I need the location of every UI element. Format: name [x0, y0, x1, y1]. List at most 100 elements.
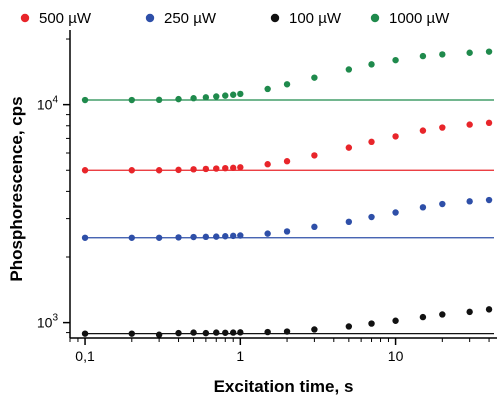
data-point — [419, 313, 427, 321]
data-point — [345, 323, 353, 330]
data-point — [237, 329, 244, 336]
data-point — [466, 198, 473, 205]
data-point — [213, 233, 220, 240]
data-point — [202, 94, 210, 101]
data-point — [485, 48, 493, 55]
data-point — [485, 306, 493, 313]
data-point — [392, 317, 399, 324]
legend-label: 1000 µW — [389, 10, 450, 27]
data-point — [368, 213, 375, 221]
data-point — [230, 91, 237, 98]
data-point — [419, 127, 427, 134]
data-point — [392, 133, 399, 140]
data-point — [230, 329, 237, 336]
baselines — [85, 99, 494, 335]
data-point — [264, 85, 271, 93]
data-point — [81, 167, 89, 174]
data-point — [190, 233, 197, 241]
x-axis-title: Excitation time, s — [214, 377, 354, 396]
data-point — [283, 228, 291, 235]
data-point — [81, 330, 89, 337]
data-point — [283, 81, 291, 88]
data-point — [419, 204, 427, 211]
axes: 0,1 1 10 103 104 — [37, 30, 497, 364]
data-point — [230, 164, 237, 172]
data-point — [392, 56, 399, 64]
data-point — [175, 329, 182, 337]
legend-label: 250 µW — [164, 10, 217, 27]
data-point — [213, 93, 220, 100]
data-point — [128, 167, 135, 174]
data-point — [392, 209, 399, 216]
data-point — [283, 328, 291, 335]
data-point — [222, 233, 229, 240]
data-point — [155, 167, 163, 174]
data-point — [202, 165, 210, 173]
data-point — [345, 144, 353, 151]
data-point — [81, 234, 89, 241]
legend-label: 500 µW — [39, 10, 92, 27]
data-point — [345, 66, 353, 73]
data-point — [466, 308, 473, 316]
data-point — [190, 95, 197, 102]
y-tick-label: 103 — [37, 313, 59, 331]
data-point — [128, 330, 135, 337]
data-point — [230, 232, 237, 240]
y-tick-label: 104 — [37, 95, 59, 113]
legend: 500 µW 250 µW 100 µW 1000 µW — [20, 10, 450, 27]
data-point — [485, 196, 493, 204]
data-point — [439, 51, 446, 58]
data-point — [311, 326, 318, 333]
legend-marker — [370, 13, 380, 23]
data-point — [213, 165, 220, 172]
data-point — [264, 161, 271, 168]
data-point — [190, 166, 197, 173]
x-tick-label: 1 — [236, 348, 244, 364]
data-point — [175, 234, 182, 241]
data-point — [237, 164, 244, 171]
data-point — [264, 230, 271, 237]
data-point — [128, 234, 135, 241]
data-point — [190, 329, 197, 336]
data-point — [466, 49, 473, 56]
data-point — [202, 233, 210, 241]
data-point — [213, 329, 220, 336]
data-point — [311, 74, 318, 81]
x-tick-label: 10 — [388, 348, 404, 364]
data-point — [175, 95, 182, 103]
data-point — [439, 124, 446, 131]
legend-marker — [270, 13, 280, 23]
data-point — [368, 61, 375, 68]
data-point — [237, 232, 244, 239]
data-point — [439, 311, 446, 318]
data-point — [155, 234, 163, 241]
data-point — [439, 200, 446, 208]
data-point — [419, 52, 427, 60]
data-point — [311, 152, 318, 159]
data-point — [485, 119, 493, 127]
data-point — [222, 92, 229, 99]
data-point — [466, 121, 473, 128]
data-point — [237, 90, 244, 98]
data-point — [202, 329, 210, 337]
legend-label: 100 µW — [289, 10, 342, 27]
data-point — [81, 96, 89, 104]
y-axis-title: Phosphorescence, cps — [7, 96, 26, 281]
data-point — [128, 96, 135, 104]
data-point — [155, 96, 163, 104]
data-point — [155, 331, 163, 338]
data-point — [311, 223, 318, 231]
legend-marker — [20, 13, 30, 23]
legend-marker — [145, 13, 155, 23]
x-tick-label: 0,1 — [75, 348, 95, 364]
data-point — [222, 329, 229, 336]
data-point — [264, 328, 271, 336]
data-point — [283, 158, 291, 165]
data-point — [368, 138, 375, 146]
data-point — [222, 164, 229, 172]
data-points — [81, 48, 493, 338]
data-point — [368, 320, 375, 327]
data-point — [175, 166, 182, 174]
data-point — [345, 218, 353, 226]
